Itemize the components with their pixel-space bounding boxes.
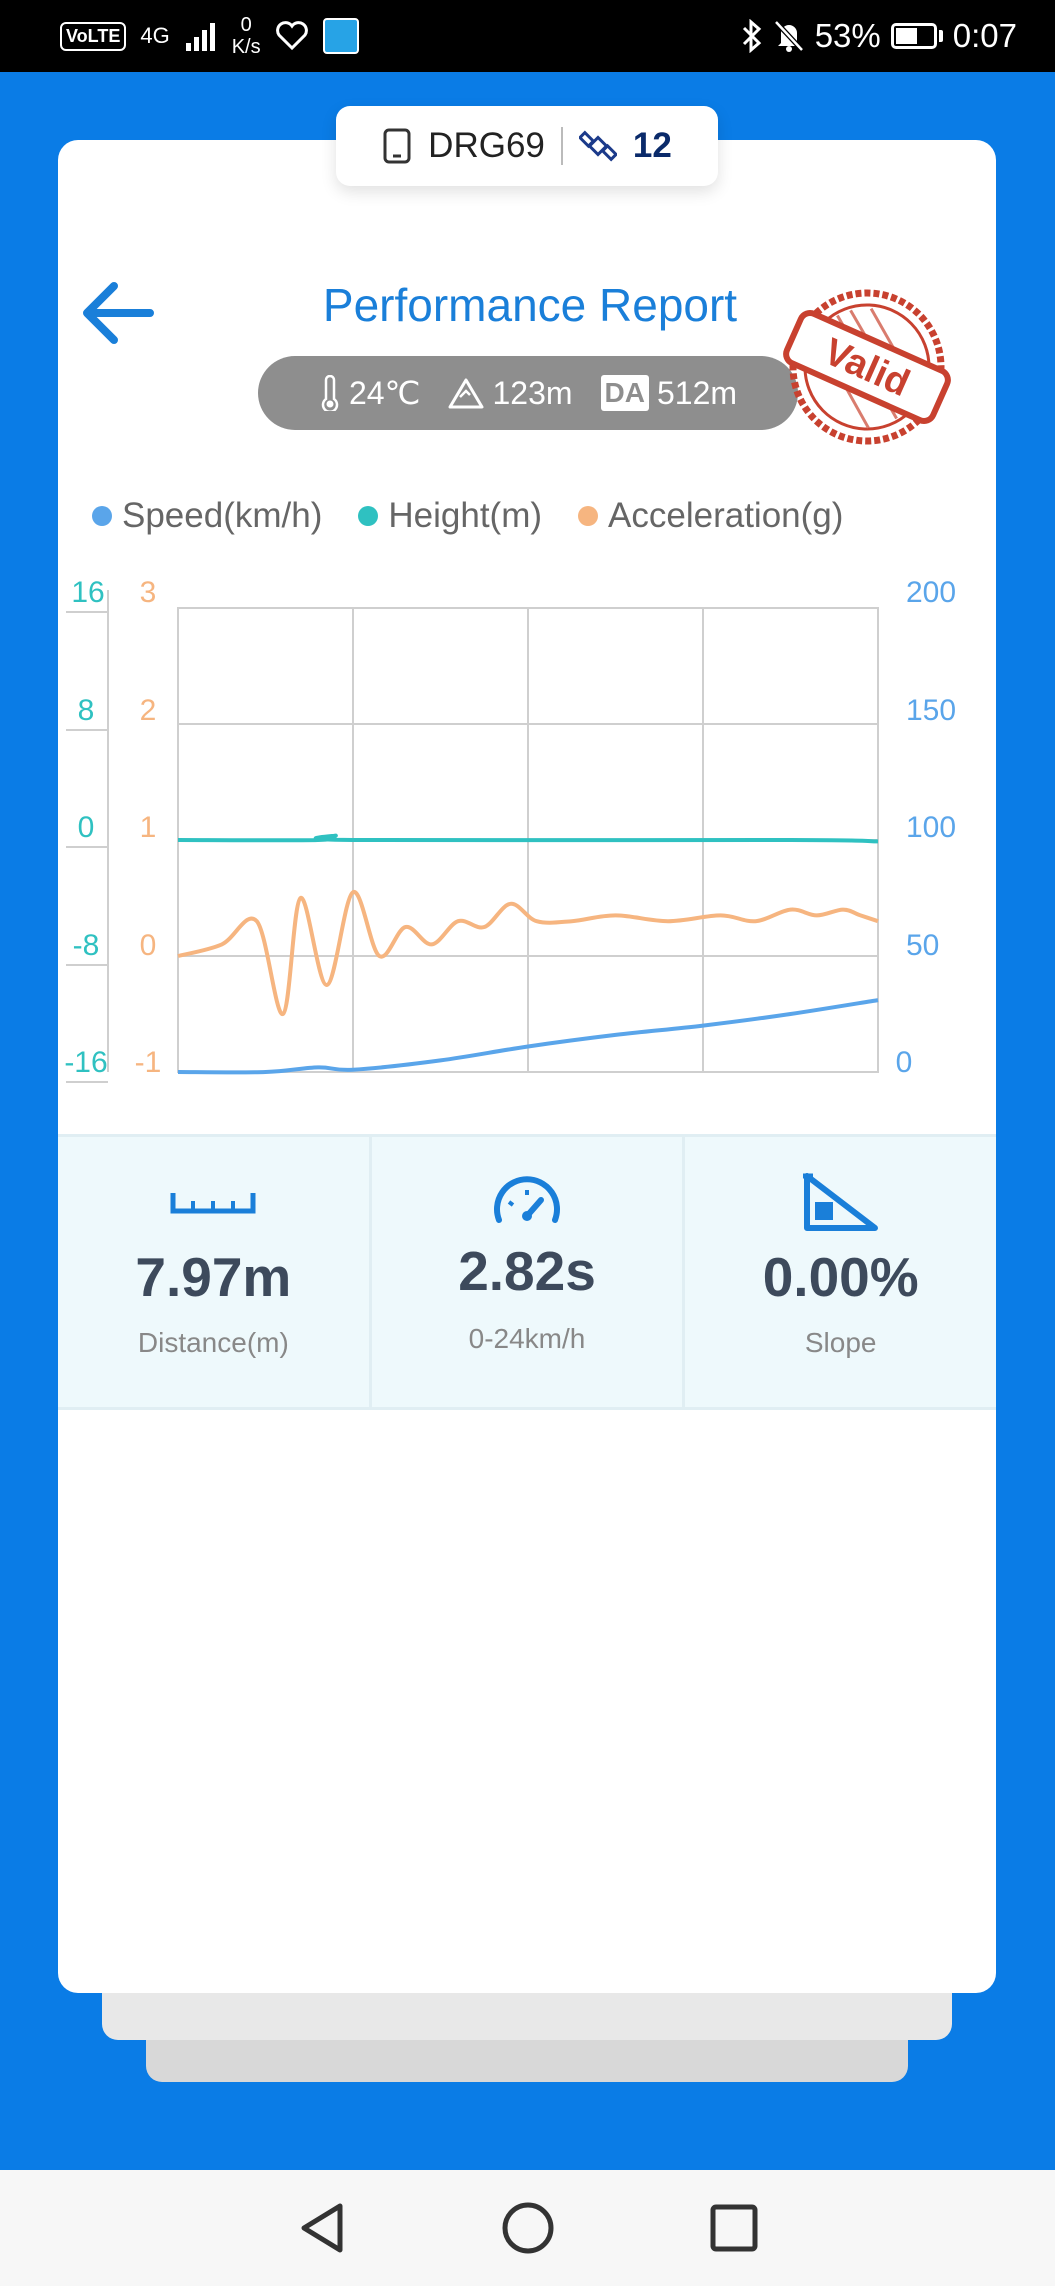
legend-acceleration-dot bbox=[578, 506, 599, 526]
stat-slope: 0.00% Slope bbox=[685, 1137, 996, 1407]
mountain-icon bbox=[448, 378, 484, 409]
speed-tick-label: 100 bbox=[906, 811, 956, 844]
height-tick-label: 16 bbox=[71, 576, 104, 609]
height-tick-label: -8 bbox=[73, 929, 100, 962]
stat-acceleration-time: 2.82s 0-24km/h bbox=[372, 1137, 686, 1407]
speed-tick-label: 50 bbox=[906, 929, 939, 962]
conditions-pill: 24℃ 123m DA 512m bbox=[258, 356, 798, 430]
acceleration-tick-label: 3 bbox=[140, 576, 157, 609]
altitude-value: 123m bbox=[492, 374, 573, 411]
heart-link-icon bbox=[275, 21, 308, 51]
network-type: 4G bbox=[140, 23, 170, 48]
net-speed-value: 0 bbox=[240, 14, 252, 36]
stat-slope-value: 0.00% bbox=[762, 1246, 919, 1308]
clock: 0:07 bbox=[952, 17, 1017, 54]
pill-divider bbox=[560, 127, 563, 165]
net-speed: 0 K/s bbox=[232, 14, 261, 58]
volte-indicator: VoLTE bbox=[60, 21, 127, 51]
phone-icon bbox=[383, 128, 411, 164]
legend-acceleration-label: Acceleration(g) bbox=[608, 496, 844, 535]
battery-percent: 53% bbox=[814, 17, 881, 54]
nav-recents-icon[interactable] bbox=[709, 2203, 759, 2253]
legend-acceleration[interactable]: Acceleration(g) bbox=[578, 496, 843, 536]
signal-icon bbox=[185, 23, 215, 51]
satellite-count: 12 bbox=[632, 126, 672, 165]
stat-distance-label: Distance(m) bbox=[137, 1327, 289, 1358]
battery-icon bbox=[890, 23, 937, 49]
acceleration-tick-label: 0 bbox=[140, 929, 157, 962]
da-label: DA bbox=[600, 375, 649, 411]
battery-tip bbox=[938, 30, 943, 42]
height-tick-label: 8 bbox=[78, 694, 95, 727]
arrow-left-icon bbox=[83, 282, 154, 344]
legend-height[interactable]: Height(m) bbox=[358, 496, 542, 536]
legend-speed-dot bbox=[92, 506, 112, 526]
status-bar-right: 53% 0:07 bbox=[741, 12, 1017, 60]
acceleration-tick-label: 1 bbox=[140, 811, 157, 844]
status-bar: VoLTE 4G 0 K/s 53% 0:07 bbox=[0, 0, 1055, 72]
density-altitude-value: 512m bbox=[656, 374, 738, 411]
stat-slope-label: Slope bbox=[804, 1327, 877, 1358]
stat-time-icon-wrap bbox=[372, 1167, 683, 1237]
height-tick-label: -16 bbox=[64, 1046, 107, 1079]
bluetooth-icon bbox=[742, 19, 761, 53]
bell-muted-icon bbox=[773, 20, 804, 52]
speed-tick-label: 0 bbox=[896, 1046, 913, 1079]
stat-distance-icon-wrap bbox=[58, 1167, 369, 1237]
speedometer-icon bbox=[494, 1176, 560, 1223]
legend-height-label: Height(m) bbox=[388, 496, 543, 535]
chart-legend: Speed(km/h) Height(m) Acceleration(g) bbox=[92, 496, 843, 536]
valid-stamp: Valid bbox=[783, 289, 951, 445]
ruler-icon bbox=[170, 1193, 256, 1214]
device-pill[interactable]: DRG69 12 bbox=[336, 106, 718, 186]
temperature-value: 24℃ bbox=[348, 375, 421, 411]
nav-home-icon[interactable] bbox=[500, 2200, 556, 2256]
speed-series-line bbox=[177, 998, 879, 1075]
legend-speed-label: Speed(km/h) bbox=[122, 496, 323, 535]
acceleration-series-line bbox=[177, 890, 879, 1017]
stat-distance-value: 7.97m bbox=[135, 1246, 292, 1308]
acceleration-tick-label: 2 bbox=[140, 694, 157, 727]
legend-height-dot bbox=[358, 506, 379, 526]
legend-speed[interactable]: Speed(km/h) bbox=[92, 496, 322, 536]
satellite-icon bbox=[578, 130, 617, 162]
acceleration-tick-label: -1 bbox=[135, 1046, 162, 1079]
system-nav-bar bbox=[0, 2170, 1055, 2286]
speed-tick-label: 200 bbox=[906, 576, 956, 609]
temperature-item: 24℃ bbox=[319, 374, 421, 412]
nav-back-icon[interactable] bbox=[296, 2200, 348, 2256]
app-notification-icon bbox=[322, 18, 359, 54]
device-name: DRG69 bbox=[428, 126, 545, 165]
performance-chart: 16 8 0 -8 -16 3 2 1 0 -1 200 150 100 50 0 bbox=[64, 576, 956, 1083]
net-speed-unit: K/s bbox=[231, 36, 261, 58]
slope-icon bbox=[802, 1173, 878, 1231]
thermometer-icon bbox=[321, 375, 339, 411]
back-button[interactable] bbox=[80, 280, 154, 351]
density-altitude-item: DA 512m bbox=[600, 374, 738, 412]
stat-distance: 7.97m Distance(m) bbox=[58, 1137, 372, 1407]
altitude-item: 123m bbox=[448, 374, 573, 412]
status-bar-left: VoLTE 4G 0 K/s bbox=[60, 12, 359, 60]
stats-panel: 7.97m Distance(m) 2.82s 0-24km/h 0.00% S… bbox=[58, 1134, 996, 1410]
height-series-line bbox=[177, 833, 879, 844]
speed-tick-label: 150 bbox=[906, 694, 956, 727]
page-title: Performance Report bbox=[322, 279, 738, 331]
height-tick-label: 0 bbox=[78, 811, 95, 844]
stat-time-label: 0-24km/h bbox=[468, 1323, 586, 1354]
stat-slope-icon-wrap bbox=[685, 1167, 996, 1237]
stat-time-value: 2.82s bbox=[458, 1240, 596, 1302]
